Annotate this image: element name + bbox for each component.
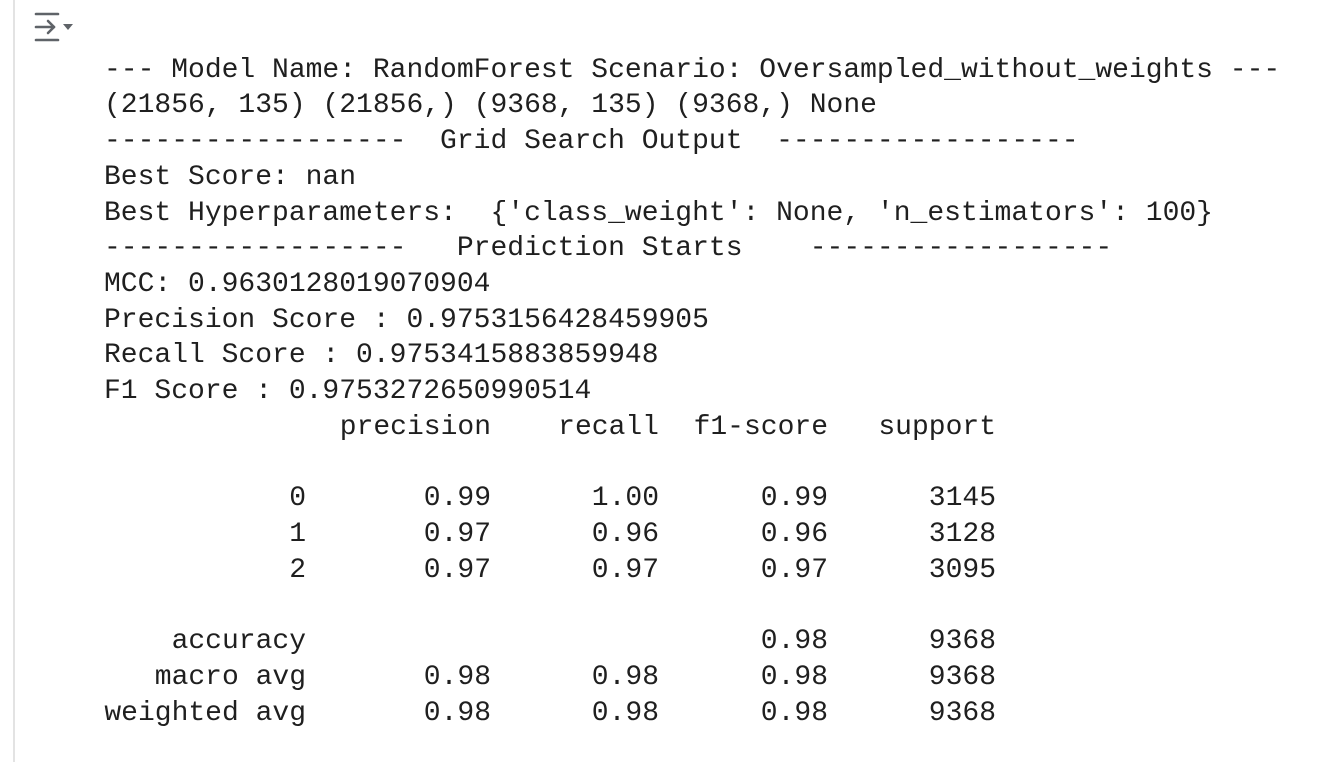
report-cell: 0.98 — [760, 698, 828, 729]
report-column-header: f1-score — [693, 412, 828, 443]
metric-line: MCC: 0.9630128019070904 — [104, 269, 491, 300]
report-cell: 0.98 — [423, 662, 491, 693]
report-row-label: 1 — [289, 519, 306, 550]
report-row-label: macro avg — [154, 662, 306, 693]
report-cell: 9368 — [928, 662, 996, 693]
report-cell: 3095 — [928, 555, 996, 586]
report-cell: 3128 — [928, 519, 996, 550]
report-cell: 0.97 — [423, 519, 491, 550]
best-score: Best Score: nan — [104, 162, 357, 193]
shapes-line: (21856, 135) (21856,) (9368, 135) (9368,… — [104, 90, 877, 121]
banner-line: ------------------ Prediction Starts ---… — [104, 233, 1113, 264]
report-cell: 3145 — [928, 483, 996, 514]
best-hyperparameters: Best Hyperparameters: {'class_weight': N… — [104, 198, 1213, 229]
header-line: --- Model Name: RandomForest Scenario: O… — [104, 55, 1281, 86]
report-cell: 0.99 — [760, 483, 828, 514]
report-cell: 0.99 — [423, 483, 491, 514]
report-cell: 0.97 — [760, 555, 828, 586]
cell-gutter — [13, 0, 15, 762]
report-cell: 9368 — [928, 626, 996, 657]
metric-line: F1 Score : 0.9753272650990514 — [104, 376, 592, 408]
report-cell: 0.96 — [760, 519, 828, 550]
report-cell: 0.98 — [591, 662, 659, 693]
report-column-header: recall — [558, 412, 659, 443]
metric-line: Recall Score : 0.9753415883859948 — [104, 340, 659, 372]
metric-line: Precision Score : 0.9753156428459905 — [104, 304, 709, 336]
report-row-label: 2 — [289, 555, 306, 586]
output-toggle-icon[interactable] — [32, 10, 78, 48]
report-row-label: weighted avg — [104, 698, 306, 729]
banner-line: ------------------ Grid Search Output --… — [104, 126, 1079, 157]
report-row-label: 0 — [289, 483, 306, 514]
report-cell: 9368 — [928, 698, 996, 729]
report-column-header: precision — [339, 412, 491, 443]
report-cell: 0.97 — [591, 555, 659, 586]
report-cell: 1.00 — [591, 483, 659, 514]
report-cell: 0.98 — [591, 698, 659, 729]
report-cell: 0.98 — [760, 626, 828, 657]
report-row-label: accuracy — [171, 626, 306, 657]
report-cell: 0.98 — [423, 698, 491, 729]
report-column-header: support — [878, 412, 996, 443]
report-cell: 0.97 — [423, 555, 491, 586]
report-cell: 0.98 — [760, 662, 828, 693]
report-cell: 0.96 — [591, 519, 659, 550]
